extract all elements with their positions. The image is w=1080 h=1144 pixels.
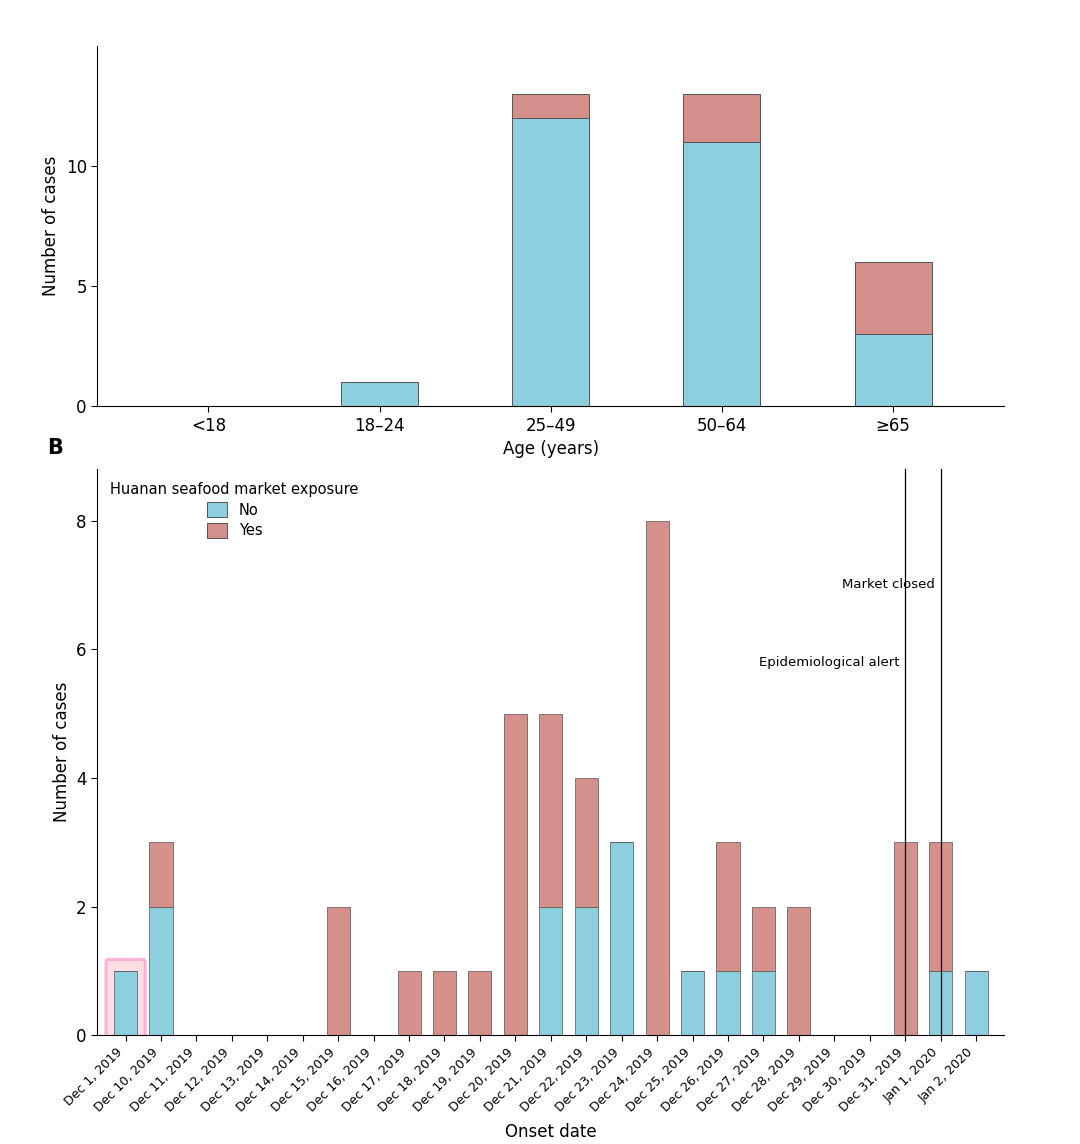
Bar (512, 118, 590, 406)
Bar (646, 521, 669, 1035)
Bar (575, 778, 597, 906)
Bar (929, 842, 953, 971)
Bar (114, 971, 137, 1035)
Bar (752, 906, 775, 971)
X-axis label: Age (years): Age (years) (502, 440, 599, 458)
Bar (341, 382, 418, 406)
Bar (787, 906, 810, 1035)
Bar (684, 142, 760, 406)
Bar (681, 971, 704, 1035)
Bar (504, 714, 527, 1035)
Bar (575, 906, 597, 1035)
Bar (539, 906, 563, 1035)
Text: Epidemiological alert: Epidemiological alert (759, 656, 900, 668)
Bar (854, 334, 932, 406)
Bar (893, 842, 917, 1035)
Bar (752, 971, 775, 1035)
Bar (397, 971, 420, 1035)
X-axis label: Onset date: Onset date (505, 1122, 596, 1141)
Text: Market closed: Market closed (842, 579, 935, 591)
Bar (929, 971, 953, 1035)
Bar (469, 971, 491, 1035)
Bar (610, 842, 633, 1035)
Legend: No, Yes: No, Yes (105, 476, 365, 545)
Bar (433, 971, 456, 1035)
Bar (149, 842, 173, 906)
Bar (512, 94, 590, 118)
FancyBboxPatch shape (106, 960, 145, 1052)
Bar (326, 906, 350, 1035)
Text: B: B (48, 438, 63, 458)
Bar (684, 94, 760, 142)
Bar (964, 971, 987, 1035)
Bar (149, 906, 173, 1035)
Y-axis label: Number of cases: Number of cases (53, 682, 70, 823)
Y-axis label: Number of cases: Number of cases (42, 156, 60, 296)
Bar (539, 714, 563, 906)
Bar (716, 971, 740, 1035)
Bar (854, 262, 932, 334)
Bar (716, 842, 740, 971)
